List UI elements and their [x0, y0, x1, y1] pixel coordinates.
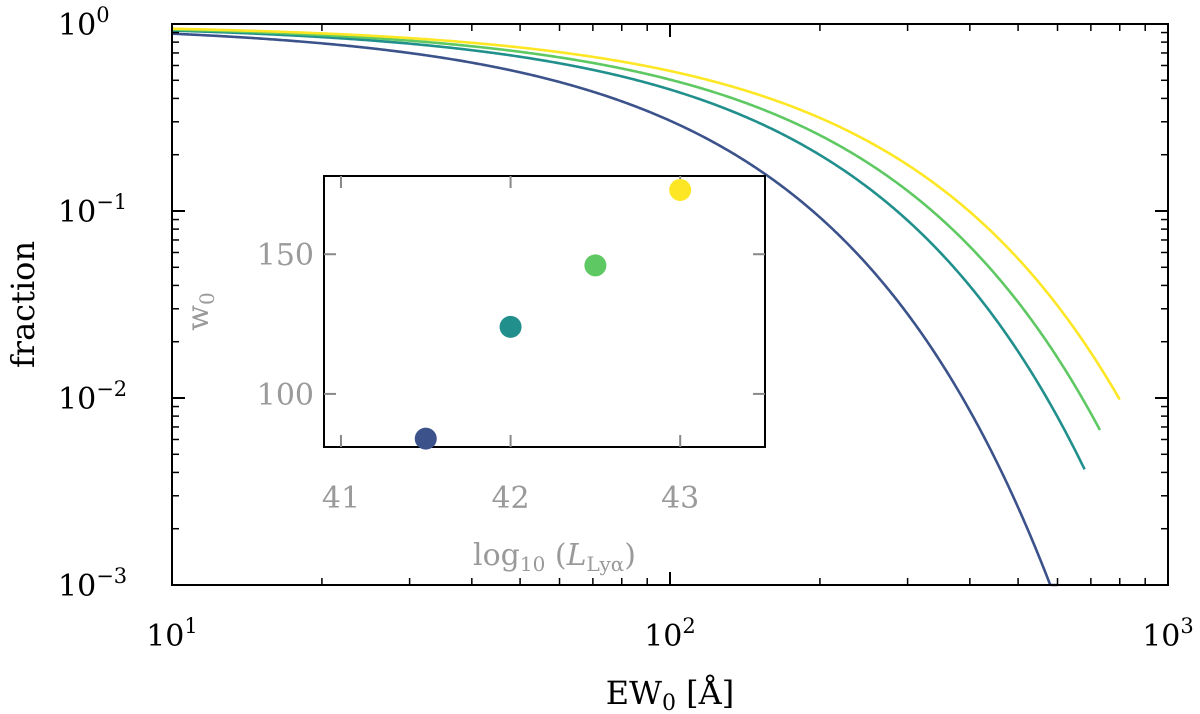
inset-frame	[323, 175, 766, 448]
series-line-2	[171, 29, 1086, 470]
x-tick-label: 101	[146, 614, 198, 654]
inset-point-2	[499, 315, 522, 338]
main-plot: 101 102 103 100 10−1 10−2 10−3 EW0 [Å] fraction	[4, 3, 1194, 714]
inset-x-axis-title: log10 (LLyα)	[473, 538, 636, 576]
inset-x-tick-label: 41	[322, 481, 360, 516]
series-line-4	[171, 27, 1121, 401]
y-tick-label: 10−2	[58, 377, 127, 417]
y-tick-label: 10−3	[58, 564, 127, 604]
inset-y-tick-label: 100	[257, 378, 314, 413]
inset-point-1	[414, 427, 437, 450]
axis-ticks	[171, 23, 1169, 586]
y-tick-label: 10−1	[58, 190, 127, 230]
inset-x-tick-label: 42	[491, 481, 529, 516]
x-tick-label: 102	[644, 614, 696, 654]
y-axis-title: fraction	[4, 241, 42, 368]
inset-y-tick-label: 150	[257, 238, 314, 273]
inset-point-3	[584, 254, 607, 277]
y-tick-label: 100	[58, 3, 110, 43]
inset-x-tick-label: 43	[661, 481, 699, 516]
series-line-1	[171, 32, 1058, 587]
inset-point-4	[669, 178, 692, 201]
inset-plot: 41 42 43 100 150 log10 (LLyα) w0	[181, 175, 766, 576]
inset-y-axis-title: w0	[181, 292, 219, 330]
x-axis-title: EW0 [Å]	[606, 674, 735, 714]
series-line-3	[171, 28, 1102, 431]
x-tick-label: 103	[1142, 614, 1194, 654]
curves	[171, 27, 1121, 587]
